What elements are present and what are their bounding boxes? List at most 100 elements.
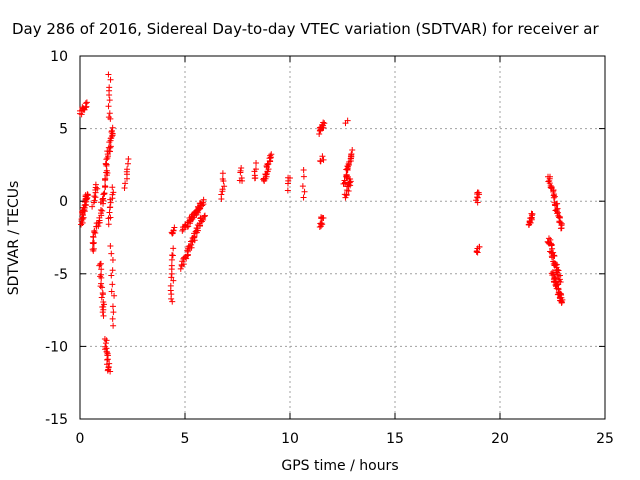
data-point <box>551 274 558 281</box>
data-point <box>107 368 114 375</box>
data-point <box>349 146 356 153</box>
data-point <box>101 190 108 197</box>
data-point <box>96 262 103 269</box>
data-point <box>320 215 327 222</box>
data-points <box>77 71 566 375</box>
data-point <box>237 167 244 174</box>
x-tick-label: 0 <box>76 431 85 447</box>
data-point <box>105 363 112 370</box>
data-point <box>190 214 197 221</box>
data-point <box>107 144 114 151</box>
data-point <box>106 110 113 117</box>
data-point <box>103 156 110 163</box>
data-point <box>106 209 113 216</box>
data-point <box>108 288 115 295</box>
data-point <box>476 243 483 250</box>
data-point <box>109 281 116 288</box>
data-point <box>548 242 555 249</box>
data-point <box>549 268 556 275</box>
data-point <box>105 71 112 78</box>
y-axis-label: SDTVAR / TECUs <box>6 181 22 296</box>
data-point <box>99 207 106 214</box>
data-point <box>265 166 272 173</box>
data-point <box>109 267 116 274</box>
data-point <box>219 170 226 177</box>
data-point <box>107 76 114 83</box>
data-point <box>201 213 208 220</box>
data-point <box>92 181 99 188</box>
data-point <box>170 277 177 284</box>
data-point <box>105 103 112 110</box>
data-point <box>300 194 307 201</box>
x-tick-label: 10 <box>281 431 299 447</box>
x-tick-label: 5 <box>181 431 190 447</box>
data-point <box>171 224 178 231</box>
data-point <box>347 176 354 183</box>
data-point <box>106 97 113 104</box>
data-point <box>169 298 176 305</box>
data-point <box>103 337 110 344</box>
data-point <box>167 282 174 289</box>
data-point <box>104 356 111 363</box>
data-point <box>124 166 131 173</box>
data-point <box>105 114 112 121</box>
data-point <box>106 139 113 146</box>
data-point <box>100 312 107 319</box>
data-point <box>238 164 245 171</box>
data-point <box>218 191 225 198</box>
data-point <box>320 156 327 163</box>
data-point <box>183 255 190 262</box>
data-point <box>186 243 193 250</box>
data-point <box>89 246 96 253</box>
data-point <box>219 176 226 183</box>
axis-ticks: 0 5 10 15 20 25 -15 -10 -5 0 5 10 <box>45 49 614 447</box>
data-point <box>97 261 104 268</box>
data-point <box>556 276 563 283</box>
data-point <box>343 192 350 199</box>
data-point <box>344 117 351 124</box>
data-point <box>550 194 557 201</box>
chart-title: Day 286 of 2016, Sidereal Day-to-day VTE… <box>12 20 599 38</box>
grid-lines <box>80 56 605 419</box>
data-point <box>476 191 483 198</box>
data-point <box>348 152 355 159</box>
data-point <box>102 176 109 183</box>
data-point <box>169 252 176 259</box>
data-point <box>317 157 324 164</box>
x-tick-label: 25 <box>596 431 614 447</box>
data-point <box>321 120 328 127</box>
data-point <box>300 166 307 173</box>
data-point <box>170 227 177 234</box>
data-point <box>107 204 114 211</box>
data-point <box>252 166 259 173</box>
data-point <box>253 160 260 167</box>
data-point <box>108 272 115 279</box>
y-tick-label: 5 <box>59 122 68 138</box>
data-point <box>343 171 350 178</box>
data-point <box>168 262 175 269</box>
data-point <box>84 191 91 198</box>
data-point <box>111 292 118 299</box>
data-point <box>91 229 98 236</box>
data-point <box>82 100 89 107</box>
data-point <box>554 210 561 217</box>
data-point <box>170 245 177 252</box>
data-point <box>83 99 90 106</box>
x-axis-label: GPS time / hours <box>281 458 398 474</box>
data-point <box>267 154 274 161</box>
data-point <box>547 173 554 180</box>
data-point <box>107 214 114 221</box>
data-point <box>89 203 96 210</box>
data-point <box>98 274 105 281</box>
data-point <box>94 185 101 192</box>
data-point <box>109 303 116 310</box>
data-point <box>320 124 327 131</box>
data-point <box>106 360 113 367</box>
data-point <box>97 283 104 290</box>
data-point <box>110 309 117 316</box>
y-tick-label: 10 <box>50 49 68 65</box>
data-point <box>83 103 90 110</box>
data-point <box>316 130 323 137</box>
data-point <box>284 187 291 194</box>
data-point <box>299 183 306 190</box>
